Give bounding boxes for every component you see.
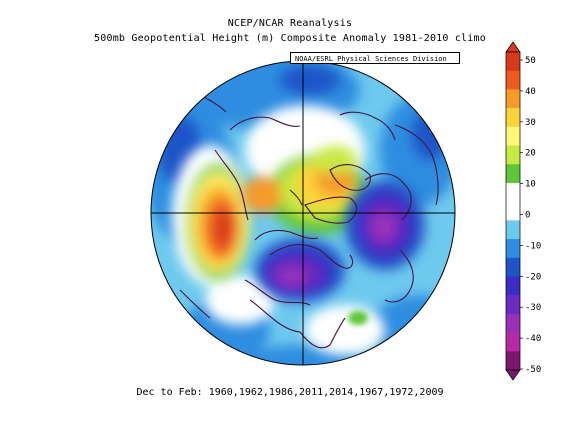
colorbar-label: -30 xyxy=(525,303,541,313)
negative-atlantic xyxy=(255,238,345,302)
colorbar-label: -40 xyxy=(525,334,541,344)
colorbar-label: 0 xyxy=(525,211,530,221)
colorbar-bin xyxy=(506,182,520,202)
positive-pacific xyxy=(186,164,250,280)
map-subtitle: 500mb Geopotential Height (m) Composite … xyxy=(94,33,486,44)
colorbar-bin xyxy=(506,332,520,352)
polar-map xyxy=(150,60,456,366)
positive-patch xyxy=(348,311,368,325)
anomaly-field xyxy=(151,61,455,365)
colorbar-frame xyxy=(505,51,521,371)
colorbar-bin xyxy=(506,126,520,146)
composite-years: Dec to Feb: 1960,1962,1986,2011,2014,196… xyxy=(136,387,444,398)
source-label: NOAA/ESRL Physical Sciences Division xyxy=(290,52,460,64)
colorbar-bin xyxy=(506,52,520,72)
coastlines xyxy=(179,94,446,349)
colorbar-bin xyxy=(506,239,520,259)
colorbar-bin xyxy=(506,89,520,109)
negative-eurasia xyxy=(345,180,425,270)
colorbar-label: -50 xyxy=(525,365,541,375)
colorbar-label: 40 xyxy=(525,87,536,97)
colorbar-bin xyxy=(506,351,520,371)
colorbar-arrow-bottom xyxy=(505,369,521,381)
colorbar-bin xyxy=(506,313,520,333)
colorbar-bin xyxy=(506,164,520,184)
colorbar-label: -20 xyxy=(525,272,541,282)
colorbar-bin xyxy=(506,295,520,315)
colorbar-bin xyxy=(506,108,520,128)
colorbar-bin xyxy=(506,70,520,90)
colorbar-bin xyxy=(506,145,520,165)
colorbar-arrow-top xyxy=(505,41,521,53)
colorbar-label: 30 xyxy=(525,118,536,128)
colorbar-bin xyxy=(506,220,520,240)
colorbar-bin xyxy=(506,201,520,221)
colorbar-label: -10 xyxy=(525,241,541,251)
grid-cross xyxy=(151,61,455,365)
colorbar-bin xyxy=(506,276,520,296)
colorbar-label: 20 xyxy=(525,149,536,159)
positive-arctic xyxy=(242,146,368,235)
colorbar-labels: 50 40 30 20 10 0 -10 -20 -30 -40 -50 xyxy=(520,56,541,375)
colorbar-label: 50 xyxy=(525,56,536,66)
colorbar: 50 40 30 20 10 0 -10 -20 -30 -40 -50 xyxy=(505,41,541,381)
colorbar-bin xyxy=(506,257,520,277)
map-title: NCEP/NCAR Reanalysis xyxy=(227,18,353,29)
colorbar-label: 10 xyxy=(525,180,536,190)
colorbar-bins xyxy=(505,41,521,381)
